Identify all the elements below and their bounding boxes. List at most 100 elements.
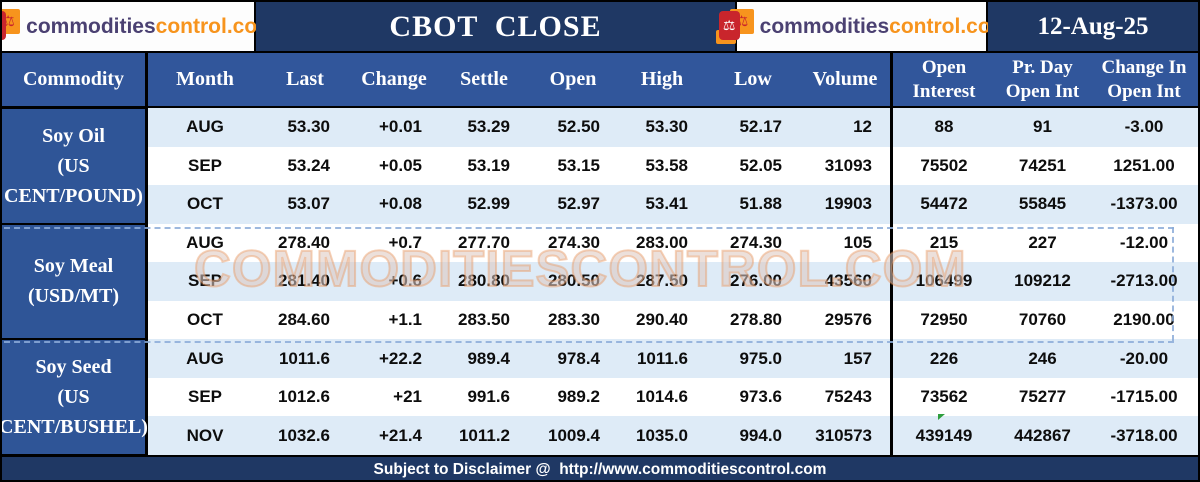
value-cell: 283.50	[440, 300, 528, 340]
report-date: 12-Aug-25	[1037, 12, 1149, 40]
commodity-label-soy-seed: Soy Seed (US CENT/BUSHEL)	[2, 339, 148, 455]
value-cell: 12	[800, 108, 890, 147]
logo-part-control: control.com	[889, 14, 1010, 38]
logo-part-control: control.com	[155, 14, 276, 38]
logo-wordmark: commoditiescontrol.com	[26, 15, 276, 39]
value-cell: 283.30	[528, 300, 618, 340]
value-cell: 29576	[800, 300, 890, 340]
value-cell: 1011.6	[618, 339, 706, 378]
value-cell: -2713.00	[1090, 262, 1198, 301]
value-cell: 88	[890, 108, 995, 147]
column-header-open-interest: Open Interest	[890, 53, 995, 106]
value-cell: 280.50	[528, 262, 618, 301]
month-cell: SEP	[148, 262, 262, 301]
value-cell: 53.19	[440, 146, 528, 186]
value-cell: +0.08	[348, 185, 440, 224]
value-cell: 278.40	[262, 223, 348, 263]
value-cell: 75502	[890, 146, 995, 186]
value-cell: 75277	[995, 377, 1090, 417]
value-cell: 53.29	[440, 108, 528, 147]
value-cell: 52.05	[706, 146, 800, 186]
scales-logo-icon: ⚖ ⚖	[2, 6, 24, 48]
value-cell: 52.17	[706, 108, 800, 147]
logo-part-commodities: commodities	[759, 14, 890, 38]
logo-wordmark: commoditiescontrol.com	[760, 15, 1010, 39]
value-cell: 31093	[800, 146, 890, 186]
value-cell: 53.30	[618, 108, 706, 147]
value-cell: -1715.00	[1090, 377, 1198, 417]
column-header-volume: Volume	[812, 68, 878, 90]
column-header-month: Month	[176, 68, 234, 90]
value-cell: 994.0	[706, 416, 800, 455]
value-cell: +21.4	[348, 416, 440, 455]
column-header-low: Low	[734, 68, 772, 90]
green-marker-icon	[938, 414, 945, 420]
value-cell: 310573	[800, 416, 890, 455]
value-cell: 109212	[995, 262, 1090, 301]
value-cell: 277.70	[440, 223, 528, 263]
value-cell: 19903	[800, 185, 890, 224]
value-cell: 215	[890, 223, 995, 263]
value-cell: 287.50	[618, 262, 706, 301]
group-separator-dashed	[4, 227, 1174, 229]
data-grid: Soy Oil (US CENT/POUND) AUG 53.30 +0.01 53.29 5…	[2, 108, 1198, 455]
scales-logo-icon: ⚖ ⚖	[714, 6, 758, 48]
value-cell: 52.99	[440, 185, 528, 224]
value-cell: -12.00	[1090, 223, 1198, 263]
value-cell: 43560	[800, 262, 890, 301]
month-cell: OCT	[148, 185, 262, 224]
scales-icon: ⚖	[718, 10, 740, 40]
disclaimer-link[interactable]: Subject to Disclaimer @ http://www.commo…	[373, 460, 827, 478]
value-cell: 74251	[995, 146, 1090, 186]
top-bar: ⚖ ⚖ commoditiescontrol.com CBOT CLOSE ⚖ …	[2, 2, 1198, 53]
value-cell: 274.30	[706, 223, 800, 263]
logo-left[interactable]: ⚖ ⚖ commoditiescontrol.com	[2, 2, 276, 51]
date-box: 12-Aug-25	[988, 2, 1198, 51]
group-separator-dashed	[4, 341, 1174, 343]
commodity-label-soy-oil: Soy Oil (US CENT/POUND)	[2, 108, 148, 224]
value-cell: 1251.00	[1090, 146, 1198, 186]
value-cell: 274.30	[528, 223, 618, 263]
value-cell: 52.97	[528, 185, 618, 224]
header-row: Commodity Month Last Change Settle Open High L…	[2, 53, 1198, 108]
value-cell: 276.00	[706, 262, 800, 301]
value-cell: 53.30	[262, 108, 348, 147]
value-cell: 991.6	[440, 377, 528, 417]
value-cell: 105	[800, 223, 890, 263]
value-cell: 1011.6	[262, 339, 348, 378]
value-cell: 1009.4	[528, 416, 618, 455]
value-cell: -20.00	[1090, 339, 1198, 378]
value-cell: 53.15	[528, 146, 618, 186]
value-cell: 278.80	[706, 300, 800, 340]
value-cell: -3718.00	[1090, 416, 1198, 455]
logo-part-commodities: commodities	[26, 14, 156, 38]
value-cell: 283.00	[618, 223, 706, 263]
value-cell: 989.2	[528, 377, 618, 417]
value-cell: 442867	[995, 416, 1090, 455]
value-cell: 281.40	[262, 262, 348, 301]
value-cell: 1011.2	[440, 416, 528, 455]
value-cell: 978.4	[528, 339, 618, 378]
value-cell: 54472	[890, 185, 995, 224]
value-cell: 975.0	[706, 339, 800, 378]
month-cell: AUG	[148, 339, 262, 378]
month-cell: NOV	[148, 416, 262, 455]
value-cell: 55845	[995, 185, 1090, 224]
value-cell: 70760	[995, 300, 1090, 340]
month-cell: OCT	[148, 300, 262, 340]
column-header-commodity: Commodity	[2, 53, 148, 106]
value-cell: +22.2	[348, 339, 440, 378]
value-cell: +0.6	[348, 262, 440, 301]
value-cell: 226	[890, 339, 995, 378]
value-cell: 157	[800, 339, 890, 378]
value-cell: 75243	[800, 377, 890, 417]
value-cell: 91	[995, 108, 1090, 147]
value-cell: -3.00	[1090, 108, 1198, 147]
month-cell: SEP	[148, 377, 262, 417]
column-header-open: Open	[549, 68, 597, 90]
column-header-change: Change	[361, 68, 427, 90]
value-cell: 53.58	[618, 146, 706, 186]
value-cell: 73562	[890, 377, 995, 417]
logo-right[interactable]: ⚖ ⚖ commoditiescontrol.com	[715, 2, 1009, 51]
value-cell: 106499	[890, 262, 995, 301]
